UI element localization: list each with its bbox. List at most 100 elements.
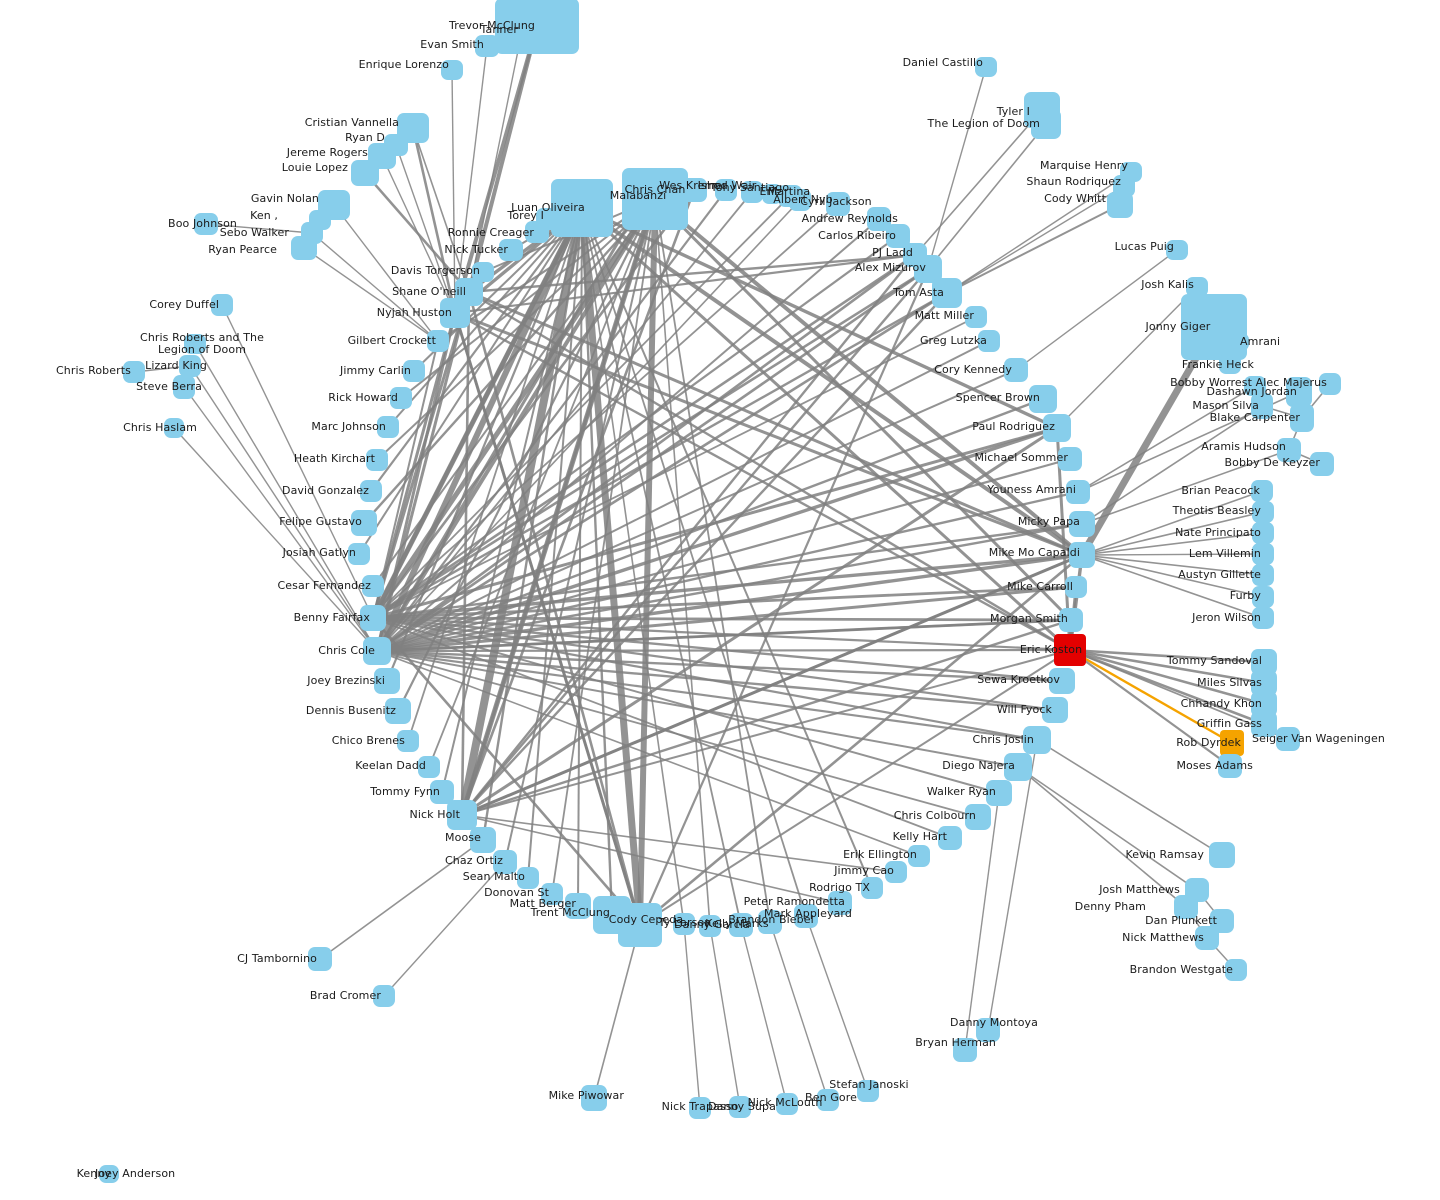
graph-node[interactable] <box>1276 727 1300 751</box>
graph-node[interactable] <box>1043 414 1071 442</box>
graph-node[interactable] <box>776 1093 798 1115</box>
graph-node[interactable] <box>441 60 463 80</box>
graph-node[interactable] <box>377 416 399 438</box>
graph-node[interactable] <box>932 278 962 308</box>
graph-node[interactable] <box>1209 842 1235 868</box>
graph-node[interactable] <box>1166 240 1188 260</box>
graph-node[interactable] <box>965 306 987 328</box>
graph-node[interactable] <box>1195 926 1219 950</box>
graph-node[interactable] <box>1286 377 1312 407</box>
graph-node[interactable] <box>1231 333 1249 351</box>
graph-node[interactable] <box>385 698 411 724</box>
graph-node[interactable] <box>885 861 907 883</box>
graph-node[interactable] <box>976 1018 1000 1042</box>
graph-node[interactable] <box>373 985 395 1007</box>
graph-node[interactable] <box>1252 522 1274 544</box>
graph-node[interactable] <box>817 1089 839 1111</box>
graph-node[interactable] <box>623 188 657 222</box>
graph-node[interactable] <box>908 845 930 867</box>
graph-node[interactable] <box>1004 358 1028 382</box>
graph-node[interactable] <box>826 192 850 216</box>
graph-node[interactable] <box>1252 586 1274 608</box>
graph-node[interactable] <box>729 913 753 937</box>
graph-node[interactable] <box>1054 634 1086 666</box>
graph-node[interactable] <box>541 883 563 905</box>
graph-node[interactable] <box>493 850 517 874</box>
graph-node[interactable] <box>1174 895 1198 919</box>
graph-node[interactable] <box>351 160 379 186</box>
graph-node[interactable] <box>681 178 707 202</box>
graph-node[interactable] <box>1251 480 1273 502</box>
graph-node[interactable] <box>211 294 233 316</box>
graph-node[interactable] <box>173 375 195 399</box>
graph-node[interactable] <box>363 637 391 665</box>
graph-node[interactable] <box>475 35 499 57</box>
graph-node[interactable] <box>525 221 549 243</box>
graph-node[interactable] <box>1107 192 1133 218</box>
graph-node[interactable] <box>1310 452 1334 476</box>
graph-node[interactable] <box>194 213 218 235</box>
graph-node[interactable] <box>291 236 317 260</box>
graph-node[interactable] <box>1252 543 1274 565</box>
graph-node[interactable] <box>762 184 782 204</box>
graph-node[interactable] <box>366 449 388 471</box>
graph-node[interactable] <box>938 826 962 850</box>
graph-node[interactable] <box>1252 501 1274 523</box>
graph-node[interactable] <box>179 355 201 377</box>
graph-node[interactable] <box>1042 697 1068 723</box>
graph-node[interactable] <box>715 179 737 201</box>
graph-node[interactable] <box>123 361 145 383</box>
graph-node[interactable] <box>953 1038 977 1062</box>
graph-node[interactable] <box>1277 438 1301 462</box>
graph-node[interactable] <box>729 1096 751 1118</box>
graph-node[interactable] <box>581 1085 607 1111</box>
graph-node[interactable] <box>1219 354 1241 374</box>
graph-node[interactable] <box>499 239 523 261</box>
graph-node[interactable] <box>1069 511 1095 537</box>
graph-node[interactable] <box>1252 564 1274 586</box>
graph-node[interactable] <box>1004 753 1032 781</box>
graph-node[interactable] <box>362 575 384 597</box>
graph-node[interactable] <box>308 947 332 971</box>
graph-node[interactable] <box>351 510 377 536</box>
graph-node[interactable] <box>1066 480 1090 504</box>
graph-node[interactable] <box>1113 175 1135 197</box>
graph-node[interactable] <box>1225 959 1247 981</box>
graph-node[interactable] <box>565 893 591 919</box>
graph-node[interactable] <box>427 330 449 352</box>
graph-node[interactable] <box>618 903 662 947</box>
graph-node[interactable] <box>1252 607 1274 629</box>
graph-node[interactable] <box>1029 385 1057 413</box>
graph-node[interactable] <box>164 418 184 438</box>
graph-node[interactable] <box>857 1080 879 1102</box>
graph-node[interactable] <box>360 605 386 631</box>
graph-node[interactable] <box>689 1097 711 1119</box>
graph-node[interactable] <box>507 23 535 49</box>
graph-node[interactable] <box>741 181 763 203</box>
graph-node[interactable] <box>403 360 425 382</box>
graph-node[interactable] <box>1220 730 1244 756</box>
graph-node[interactable] <box>789 189 811 211</box>
graph-node[interactable] <box>374 668 400 694</box>
graph-node[interactable] <box>1058 447 1082 471</box>
graph-node[interactable] <box>447 800 477 830</box>
graph-node[interactable] <box>1251 711 1277 737</box>
graph-node[interactable] <box>470 827 496 853</box>
graph-node[interactable] <box>1251 393 1273 419</box>
graph-node[interactable] <box>975 57 997 77</box>
graph-node[interactable] <box>1186 277 1208 297</box>
graph-node[interactable] <box>1031 109 1061 139</box>
graph-node[interactable] <box>1069 542 1095 568</box>
graph-node[interactable] <box>758 910 782 934</box>
graph-node[interactable] <box>986 780 1012 806</box>
graph-node[interactable] <box>440 298 470 328</box>
graph-node[interactable] <box>472 262 494 282</box>
graph-node[interactable] <box>101 1165 119 1183</box>
graph-node[interactable] <box>551 179 613 237</box>
graph-node[interactable] <box>1319 373 1341 395</box>
graph-node[interactable] <box>1059 608 1083 632</box>
graph-node[interactable] <box>360 480 382 502</box>
graph-node[interactable] <box>828 891 852 915</box>
graph-node[interactable] <box>861 877 883 899</box>
graph-node[interactable] <box>397 730 419 752</box>
